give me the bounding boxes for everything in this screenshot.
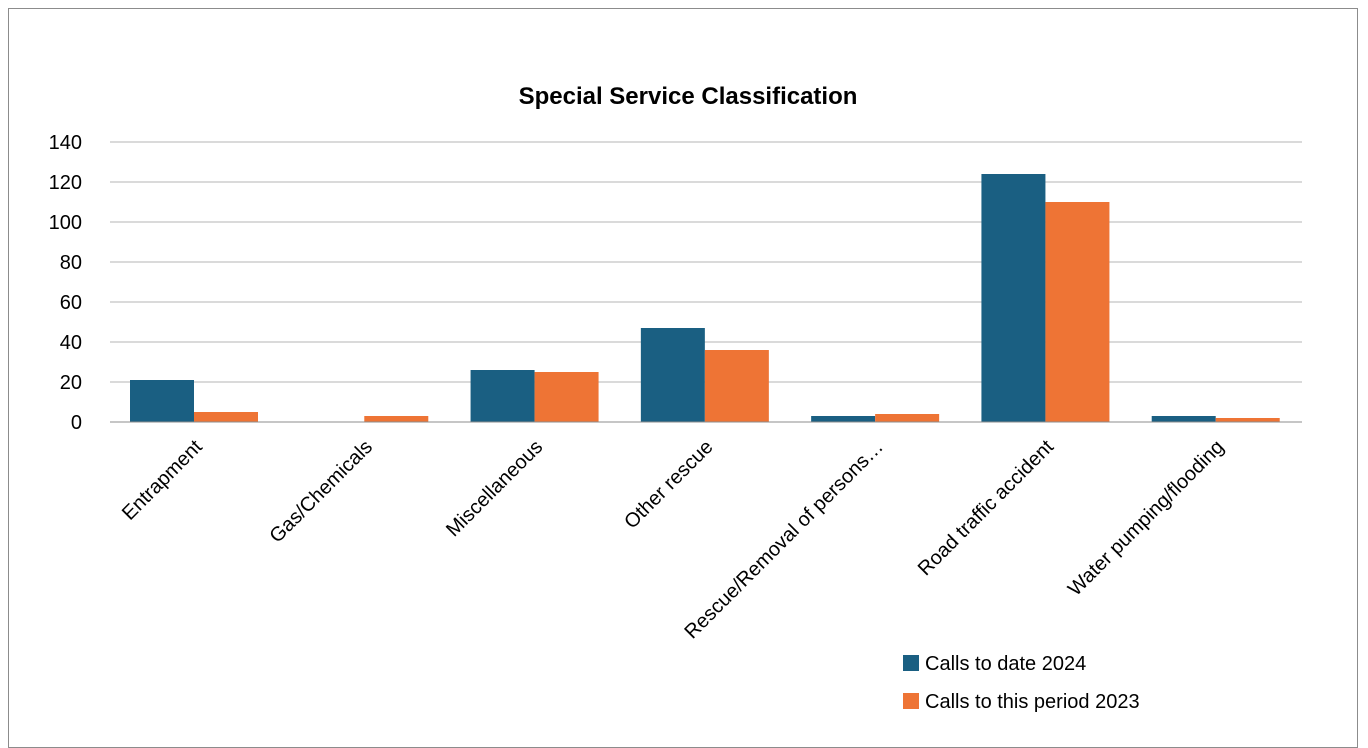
y-tick-label: 100 — [49, 212, 82, 234]
x-category-label: Other rescue — [620, 436, 717, 533]
x-category-label: Miscellaneous — [442, 436, 547, 541]
bar-calls-2024 — [640, 328, 705, 422]
bar-calls-2023 — [1045, 202, 1110, 422]
x-category-label: Gas/Chemicals — [266, 436, 377, 547]
y-tick-label: 140 — [49, 132, 82, 154]
legend-swatch — [903, 655, 919, 671]
bar-calls-2024 — [981, 174, 1046, 422]
bars — [130, 174, 1280, 422]
bar-calls-2023 — [194, 412, 258, 422]
bar-calls-2023 — [704, 350, 769, 422]
legend-label: Calls to date 2024 — [925, 653, 1086, 675]
x-category-label: Entrapment — [118, 436, 207, 525]
bar-calls-2024 — [1151, 416, 1216, 422]
y-tick-label: 20 — [60, 372, 82, 394]
bar-calls-2023 — [534, 372, 599, 422]
y-tick-label: 60 — [60, 292, 82, 314]
legend-swatch — [903, 693, 919, 709]
y-tick-label: 80 — [60, 252, 82, 274]
y-axis-ticks: 0 20 40 60 80 100 120 140 — [49, 132, 82, 434]
legend: Calls to date 2024 Calls to this period 2… — [903, 653, 1140, 713]
x-category-label: Rescue/Removal of persons… — [680, 436, 887, 643]
y-tick-label: 0 — [71, 412, 82, 434]
bar-calls-2024 — [470, 370, 535, 422]
x-category-label: Water pumping/flooding — [1064, 436, 1228, 600]
y-tick-label: 40 — [60, 332, 82, 354]
bar-calls-2023 — [875, 414, 940, 422]
chart-title: Special Service Classification — [519, 83, 858, 110]
x-axis-categories: Entrapment Gas/Chemicals Miscellaneous Othe… — [118, 436, 1228, 644]
bar-calls-2023 — [1215, 418, 1280, 422]
legend-label: Calls to this period 2023 — [925, 691, 1140, 713]
x-category-label: Road traffic accident — [914, 436, 1059, 581]
bar-chart: Special Service Classification 0 20 40 60 80… — [49, 83, 1302, 713]
bar-calls-2024 — [811, 416, 876, 422]
gridlines — [110, 141, 1302, 383]
y-tick-label: 120 — [49, 172, 82, 194]
bar-calls-2023 — [364, 416, 429, 422]
bar-calls-2024 — [130, 380, 194, 422]
